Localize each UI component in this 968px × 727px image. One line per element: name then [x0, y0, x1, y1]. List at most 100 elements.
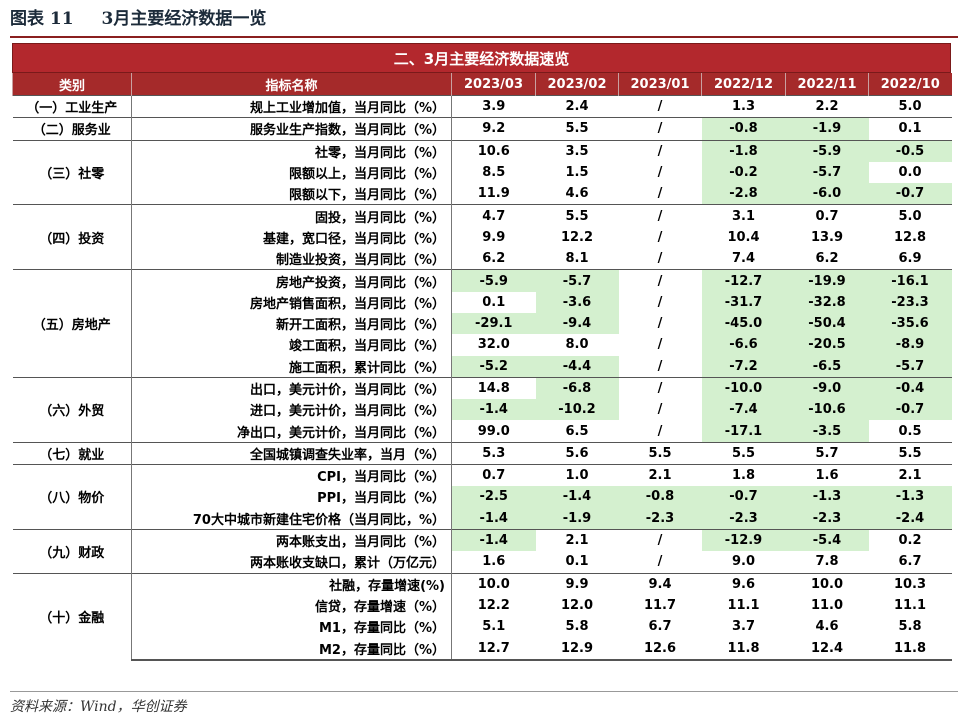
- value-cell: 3.7: [731, 619, 756, 635]
- value-cell: -16.1: [868, 269, 952, 292]
- value-cell: 9.6: [701, 572, 786, 595]
- value-cell: 6.2: [815, 251, 839, 267]
- value-cell: 11.8: [701, 637, 786, 661]
- value-cell: 4.6: [815, 619, 839, 635]
- value-cell: 12.2: [560, 229, 594, 245]
- value-cell: -6.5: [785, 355, 869, 378]
- source-note: 资料来源：Wind，华创证券: [10, 699, 187, 715]
- indicator-cell: 限额以上，当月同比（%）: [131, 161, 452, 184]
- value-cell: -12.7: [701, 269, 786, 292]
- category-cell: （十）金融: [12, 572, 132, 660]
- value-cell: 2.1: [868, 464, 952, 487]
- value-cell: 5.5: [535, 117, 619, 141]
- title-rule: [10, 36, 958, 38]
- value-cell: 6.7: [898, 554, 922, 570]
- value-cell: -1.4: [451, 528, 536, 552]
- value-cell: 12.6: [618, 637, 702, 661]
- value-cell: /: [618, 528, 702, 552]
- value-cell: -10.6: [785, 399, 869, 421]
- value-cell: 5.5: [701, 441, 786, 465]
- value-cell: -1.4: [451, 399, 536, 421]
- indicator-cell: M1，存量同比（%）: [131, 616, 452, 638]
- value-cell: 14.8: [451, 376, 536, 400]
- value-cell: 1.6: [482, 554, 506, 570]
- value-cell: 5.1: [482, 619, 506, 635]
- value-cell: 99.0: [477, 423, 510, 439]
- table-header-row: 类别 指标名称 2023/03 2023/02 2023/01 2022/12 …: [12, 73, 952, 96]
- value-cell: 0.2: [868, 528, 952, 552]
- value-cell: 10.3: [868, 572, 952, 595]
- value-cell: 5.7: [785, 441, 869, 465]
- indicator-cell: 规上工业增加值，当月同比（%）: [131, 94, 452, 118]
- value-cell: /: [618, 139, 702, 162]
- value-cell: -8.9: [868, 334, 952, 356]
- indicator-cell: 房地产销售面积，当月同比（%）: [131, 291, 452, 313]
- value-cell: -23.3: [868, 291, 952, 313]
- value-cell: 6.7: [648, 619, 672, 635]
- value-cell: -17.1: [701, 420, 786, 443]
- value-cell: -19.9: [785, 269, 869, 292]
- value-cell: /: [657, 294, 663, 310]
- table-row: 净出口，美元计价，当月同比（%） 99.0 6.5 / -17.1 -3.5 0.5: [13, 420, 952, 443]
- header-2022-10: 2022/10: [868, 73, 952, 96]
- value-cell: 0.1: [482, 294, 506, 310]
- value-cell: -0.8: [701, 117, 786, 141]
- value-cell: 12.0: [560, 597, 594, 613]
- value-cell: /: [657, 229, 663, 245]
- value-cell: -10.2: [535, 399, 619, 421]
- indicator-cell: 新开工面积，当月同比（%）: [131, 312, 452, 335]
- indicator-cell: 制造业投资，当月同比（%）: [131, 248, 452, 270]
- value-cell: 6.5: [565, 423, 589, 439]
- table-row: 新开工面积，当月同比（%） -29.1 -9.4 / -45.0 -50.4 -35.6: [13, 312, 952, 335]
- value-cell: -5.4: [785, 528, 869, 552]
- value-cell: -9.4: [535, 312, 619, 335]
- indicator-cell: 全国城镇调查失业率，当月（%）: [131, 441, 452, 465]
- table-row: （八）物价 CPI，当月同比（%） 0.7 1.0 2.1 1.8 1.6 2.1: [12, 464, 952, 530]
- value-cell: 10.6: [451, 139, 536, 162]
- table-row: M2，存量同比（%） 12.7 12.9 12.6 11.8 12.4 11.8: [13, 637, 952, 661]
- value-cell: 5.5: [618, 441, 702, 465]
- value-cell: 2.4: [535, 94, 619, 118]
- header-2022-12: 2022/12: [701, 73, 786, 96]
- table-row: （四）投资 固投，当月同比（%） 4.7 5.5/3.1 0.7 5.0: [12, 204, 952, 270]
- value-cell: 4.7: [451, 204, 536, 227]
- figure-title: 图表 11 3月主要经济数据一览: [10, 6, 266, 32]
- value-cell: 12.7: [451, 637, 536, 661]
- value-cell: -7.2: [701, 355, 786, 378]
- indicator-cell: 两本账支出，当月同比（%）: [131, 528, 452, 552]
- category-cell: （三）社零: [12, 139, 132, 205]
- indicator-cell: 施工面积，累计同比（%）: [131, 355, 452, 378]
- value-cell: /: [657, 554, 663, 570]
- value-cell: 11.8: [868, 637, 952, 661]
- value-cell: /: [618, 94, 702, 118]
- value-cell: 5.8: [898, 619, 922, 635]
- table-row: （七）就业 全国城镇调查失业率，当月（%） 5.3 5.6 5.5 5.5 5.7 5.5: [12, 441, 952, 465]
- value-cell: -0.8: [618, 486, 702, 508]
- value-cell: -10.0: [701, 376, 786, 400]
- value-cell: 8.0: [565, 337, 589, 353]
- value-cell: -1.4: [535, 486, 619, 508]
- value-cell: 3.1: [701, 204, 786, 227]
- value-cell: -2.3: [618, 507, 702, 530]
- value-cell: -1.8: [701, 139, 786, 162]
- category-cell: （七）就业: [12, 441, 132, 465]
- value-cell: -2.3: [701, 507, 786, 530]
- value-cell: 0.7: [451, 464, 536, 487]
- value-cell: -1.3: [785, 486, 869, 508]
- value-cell: -20.5: [785, 334, 869, 356]
- value-cell: -2.5: [451, 486, 536, 508]
- indicator-cell: M2，存量同比（%）: [131, 637, 452, 661]
- category-cell: （八）物价: [12, 464, 132, 530]
- value-cell: 6.2: [482, 251, 506, 267]
- value-cell: -12.9: [701, 528, 786, 552]
- value-cell: -1.4: [451, 507, 536, 530]
- table-row: （一）工业生产 规上工业增加值，当月同比（%） 3.9 2.4/1.3 2.2 5.0: [12, 94, 952, 118]
- value-cell: -2.8: [701, 183, 786, 205]
- value-cell: 11.9: [477, 186, 510, 202]
- table-row: 基建，宽口径，当月同比（%） 9.9 12.2 / 10.4 13.9 12.8: [13, 226, 952, 249]
- value-cell: /: [618, 376, 702, 400]
- value-cell: -7.4: [701, 399, 786, 421]
- value-cell: /: [657, 358, 663, 374]
- value-cell: /: [657, 165, 663, 181]
- table-row: 限额以上，当月同比（%） 8.5 1.5 / -0.2 -5.7 0.0: [13, 161, 952, 184]
